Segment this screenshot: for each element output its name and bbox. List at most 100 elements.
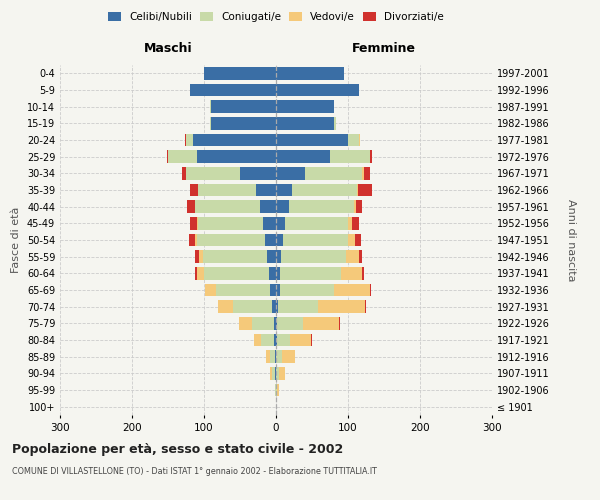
Bar — [218, 300, 233, 313]
Bar — [275, 384, 276, 396]
Bar — [276, 67, 344, 80]
Bar — [211, 100, 276, 113]
Bar — [168, 150, 197, 163]
Bar — [362, 167, 364, 179]
Bar — [362, 267, 364, 280]
Bar — [240, 167, 276, 179]
Bar — [196, 267, 197, 280]
Bar — [359, 134, 360, 146]
Bar — [276, 217, 284, 230]
Bar — [210, 117, 211, 130]
Bar — [276, 234, 283, 246]
Bar — [276, 200, 289, 213]
Bar — [197, 184, 198, 196]
Bar — [233, 300, 272, 313]
Bar — [276, 267, 280, 280]
Bar — [364, 167, 370, 179]
Bar — [274, 317, 276, 330]
Bar — [348, 134, 359, 146]
Bar — [269, 350, 275, 363]
Text: Popolazione per età, sesso e stato civile - 2002: Popolazione per età, sesso e stato civil… — [12, 442, 343, 456]
Bar — [260, 200, 276, 213]
Bar — [186, 167, 240, 179]
Bar — [189, 234, 194, 246]
Bar — [276, 350, 282, 363]
Bar — [277, 384, 279, 396]
Bar — [278, 300, 318, 313]
Bar — [197, 267, 204, 280]
Bar — [197, 217, 198, 230]
Bar — [199, 250, 203, 263]
Bar — [186, 134, 193, 146]
Bar — [276, 384, 277, 396]
Bar — [334, 117, 336, 130]
Legend: Celibi/Nubili, Coniugati/e, Vedovi/e, Divorziati/e: Celibi/Nubili, Coniugati/e, Vedovi/e, Di… — [104, 8, 448, 26]
Bar — [284, 367, 286, 380]
Bar — [276, 134, 348, 146]
Bar — [261, 334, 274, 346]
Bar — [276, 100, 334, 113]
Bar — [204, 267, 269, 280]
Bar — [348, 234, 355, 246]
Bar — [276, 167, 305, 179]
Bar — [275, 367, 276, 380]
Bar — [270, 284, 276, 296]
Bar — [302, 317, 338, 330]
Bar — [334, 284, 370, 296]
Bar — [311, 334, 312, 346]
Bar — [187, 200, 194, 213]
Bar — [330, 150, 370, 163]
Bar — [182, 167, 186, 179]
Bar — [239, 317, 252, 330]
Bar — [280, 284, 334, 296]
Bar — [355, 234, 361, 246]
Bar — [276, 184, 292, 196]
Bar — [354, 200, 356, 213]
Bar — [279, 367, 284, 380]
Bar — [281, 250, 346, 263]
Bar — [266, 350, 269, 363]
Bar — [276, 367, 279, 380]
Bar — [276, 250, 281, 263]
Bar — [276, 284, 280, 296]
Bar — [348, 217, 352, 230]
Bar — [276, 334, 277, 346]
Bar — [283, 234, 348, 246]
Bar — [272, 367, 275, 380]
Bar — [198, 217, 263, 230]
Bar — [370, 150, 373, 163]
Bar — [190, 84, 276, 96]
Bar — [356, 184, 358, 196]
Bar — [203, 250, 268, 263]
Bar — [318, 300, 365, 313]
Bar — [280, 267, 341, 280]
Bar — [194, 200, 196, 213]
Bar — [190, 184, 197, 196]
Bar — [276, 84, 359, 96]
Bar — [356, 200, 362, 213]
Bar — [193, 134, 276, 146]
Bar — [305, 167, 362, 179]
Text: Maschi: Maschi — [143, 42, 193, 54]
Bar — [211, 117, 276, 130]
Bar — [282, 350, 295, 363]
Bar — [270, 367, 272, 380]
Bar — [269, 267, 276, 280]
Bar — [275, 350, 276, 363]
Bar — [277, 334, 290, 346]
Bar — [276, 150, 330, 163]
Bar — [276, 300, 278, 313]
Text: Femmine: Femmine — [352, 42, 416, 54]
Bar — [196, 200, 260, 213]
Bar — [370, 284, 371, 296]
Bar — [292, 184, 356, 196]
Y-axis label: Anni di nascita: Anni di nascita — [566, 198, 577, 281]
Bar — [352, 217, 359, 230]
Bar — [276, 117, 334, 130]
Y-axis label: Fasce di età: Fasce di età — [11, 207, 21, 273]
Bar — [204, 67, 276, 80]
Bar — [338, 317, 340, 330]
Bar — [190, 217, 197, 230]
Bar — [284, 217, 348, 230]
Bar — [252, 317, 274, 330]
